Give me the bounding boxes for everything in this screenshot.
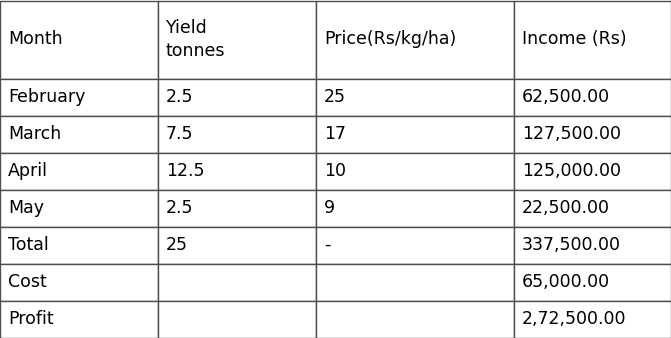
Bar xyxy=(158,226,316,264)
Bar xyxy=(0,152,158,190)
Text: 125,000.00: 125,000.00 xyxy=(522,162,621,180)
Bar xyxy=(514,152,671,190)
Text: Month: Month xyxy=(8,30,62,48)
Text: 7.5: 7.5 xyxy=(166,125,193,143)
Bar xyxy=(0,116,158,152)
Bar xyxy=(514,78,671,116)
Text: Income (Rs): Income (Rs) xyxy=(522,30,627,48)
Bar xyxy=(158,0,316,78)
Text: -: - xyxy=(324,236,330,254)
Text: Yield
tonnes: Yield tonnes xyxy=(166,19,225,60)
Text: 22,500.00: 22,500.00 xyxy=(522,199,610,217)
Text: Cost: Cost xyxy=(8,273,47,291)
Text: 127,500.00: 127,500.00 xyxy=(522,125,621,143)
Text: 2.5: 2.5 xyxy=(166,88,193,106)
Bar xyxy=(0,190,158,226)
Text: 62,500.00: 62,500.00 xyxy=(522,88,610,106)
Bar xyxy=(0,226,158,264)
Bar xyxy=(0,0,158,78)
Text: 25: 25 xyxy=(166,236,188,254)
Bar xyxy=(316,264,514,300)
Text: 337,500.00: 337,500.00 xyxy=(522,236,621,254)
Bar xyxy=(514,226,671,264)
Text: May: May xyxy=(8,199,44,217)
Bar xyxy=(514,190,671,226)
Text: 10: 10 xyxy=(324,162,346,180)
Text: Total: Total xyxy=(8,236,49,254)
Text: 25: 25 xyxy=(324,88,346,106)
Bar xyxy=(158,116,316,152)
Bar xyxy=(316,226,514,264)
Bar xyxy=(316,300,514,338)
Text: Profit: Profit xyxy=(8,310,54,328)
Bar xyxy=(316,116,514,152)
Bar xyxy=(316,190,514,226)
Bar xyxy=(316,78,514,116)
Text: Price(Rs/kg/ha): Price(Rs/kg/ha) xyxy=(324,30,456,48)
Text: 12.5: 12.5 xyxy=(166,162,205,180)
Bar xyxy=(514,300,671,338)
Bar xyxy=(158,190,316,226)
Bar xyxy=(0,78,158,116)
Text: 17: 17 xyxy=(324,125,346,143)
Bar xyxy=(158,264,316,300)
Bar xyxy=(514,0,671,78)
Bar xyxy=(0,300,158,338)
Text: February: February xyxy=(8,88,85,106)
Text: 65,000.00: 65,000.00 xyxy=(522,273,610,291)
Text: 2,72,500.00: 2,72,500.00 xyxy=(522,310,627,328)
Text: 2.5: 2.5 xyxy=(166,199,193,217)
Bar xyxy=(158,78,316,116)
Text: 9: 9 xyxy=(324,199,335,217)
Bar xyxy=(514,264,671,300)
Bar xyxy=(316,152,514,190)
Bar xyxy=(316,0,514,78)
Bar xyxy=(514,116,671,152)
Bar xyxy=(158,300,316,338)
Bar xyxy=(0,264,158,300)
Text: March: March xyxy=(8,125,61,143)
Bar xyxy=(158,152,316,190)
Text: April: April xyxy=(8,162,48,180)
